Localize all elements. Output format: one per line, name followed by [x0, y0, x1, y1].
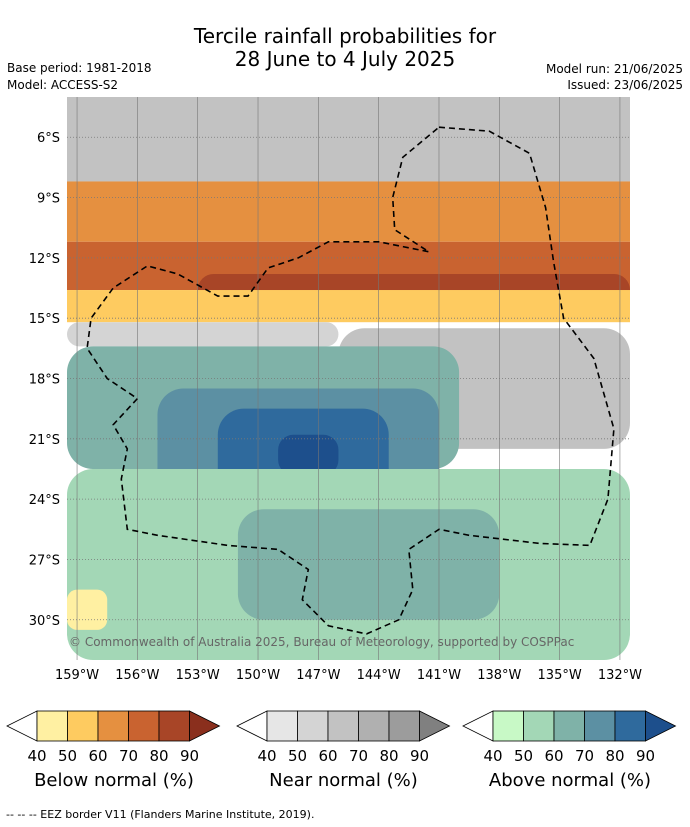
legend-upper-arrow	[645, 710, 677, 742]
probability-zone-above-11	[278, 434, 339, 476]
legend-tick-label: 60	[318, 747, 337, 765]
x-tick-label: 132°W	[598, 668, 642, 683]
x-tick-label: 141°W	[417, 668, 461, 683]
y-tick-label: 18°S	[29, 373, 60, 388]
probability-zone-above-13	[237, 509, 500, 620]
y-tick-label: 27°S	[29, 553, 60, 568]
legend-tick-label: 80	[605, 747, 624, 765]
legend-title-near: Near normal (%)	[269, 770, 418, 791]
legend-colorbar-below: 40 50 60 70 80 90	[6, 710, 221, 765]
x-tick-label: 159°W	[55, 668, 99, 683]
probability-zone-near-1	[67, 97, 630, 182]
legend-colorbar-near: 40 50 60 70 80 90	[236, 710, 451, 765]
legend-swatch	[297, 710, 329, 742]
legend-swatch	[128, 710, 160, 742]
legend-swatch	[523, 710, 555, 742]
legend-swatch	[266, 710, 298, 742]
legend-tick-label: 60	[88, 747, 107, 765]
legend-tick-label: 90	[410, 747, 429, 765]
legend-swatch	[158, 710, 190, 742]
eez-border-line	[86, 126, 615, 635]
legend-swatch	[327, 710, 359, 742]
chart-title-line-1: Tercile rainfall probabilities for	[193, 24, 497, 48]
issued-date-label: Issued: 23/06/2025	[567, 78, 683, 92]
legend-title-above: Above normal (%)	[488, 770, 652, 791]
legend-title-below: Below normal (%)	[34, 770, 194, 791]
probability-zone-below-5	[67, 290, 630, 323]
y-tick-label: 24°S	[29, 493, 60, 508]
legend-tick-label: 40	[27, 747, 46, 765]
legend-tick-label: 70	[119, 747, 138, 765]
legend-upper-arrow	[189, 710, 221, 742]
x-tick-label: 150°W	[236, 668, 280, 683]
legend-swatch	[614, 710, 646, 742]
model-run-label: Model run: 21/06/2025	[545, 62, 683, 76]
legend-upper-arrow	[419, 710, 451, 742]
legend-swatch	[67, 710, 99, 742]
y-tick-label: 21°S	[29, 433, 60, 448]
x-tick-label: 156°W	[115, 668, 159, 683]
legend-swatch	[492, 710, 524, 742]
legend-tick-label: 50	[58, 747, 77, 765]
model-label: Model: ACCESS-S2	[7, 78, 119, 92]
x-tick-label: 144°W	[357, 668, 401, 683]
x-tick-label: 135°W	[538, 668, 582, 683]
copyright-text: © Commonwealth of Australia 2025, Bureau…	[69, 635, 574, 649]
legend-tick-label: 80	[149, 747, 168, 765]
legend-tick-label: 70	[349, 747, 368, 765]
gridlines	[67, 97, 630, 660]
chart-title-line-2: 28 June to 4 July 2025	[234, 47, 456, 71]
legend-swatch	[36, 710, 68, 742]
legend-tick-label: 80	[379, 747, 398, 765]
x-tick-label: 147°W	[296, 668, 340, 683]
y-tick-label: 30°S	[29, 614, 60, 629]
legend-swatch	[97, 710, 129, 742]
legend-colorbar-above: 40 50 60 70 80 90	[462, 710, 677, 765]
legend-tick-label: 70	[575, 747, 594, 765]
legend-swatch	[584, 710, 616, 742]
legend-tick-label: 40	[483, 747, 502, 765]
legend-lower-arrow	[462, 710, 494, 742]
x-tick-label: 153°W	[176, 668, 220, 683]
eez-border-note: -- -- -- EEZ border V11 (Flanders Marine…	[6, 808, 315, 821]
probability-zone-below-14	[67, 589, 108, 630]
legend-tick-label: 50	[514, 747, 533, 765]
legend-lower-arrow	[236, 710, 268, 742]
legend-tick-label: 40	[257, 747, 276, 765]
legend-tick-label: 60	[544, 747, 563, 765]
legend-swatch	[358, 710, 390, 742]
legend-lower-arrow	[6, 710, 38, 742]
legend-swatch	[553, 710, 585, 742]
y-tick-label: 9°S	[37, 192, 60, 207]
probability-zone-near-6	[67, 322, 339, 347]
y-tick-label: 12°S	[29, 252, 60, 267]
y-tick-label: 6°S	[37, 131, 60, 146]
x-tick-label: 138°W	[477, 668, 521, 683]
legend-tick-label: 90	[636, 747, 655, 765]
probability-zone-below-2	[67, 181, 630, 242]
y-tick-label: 15°S	[29, 312, 60, 327]
legend-tick-label: 50	[288, 747, 307, 765]
base-period-label: Base period: 1981-2018	[7, 61, 152, 75]
legend-swatch	[388, 710, 420, 742]
legend-tick-label: 90	[180, 747, 199, 765]
